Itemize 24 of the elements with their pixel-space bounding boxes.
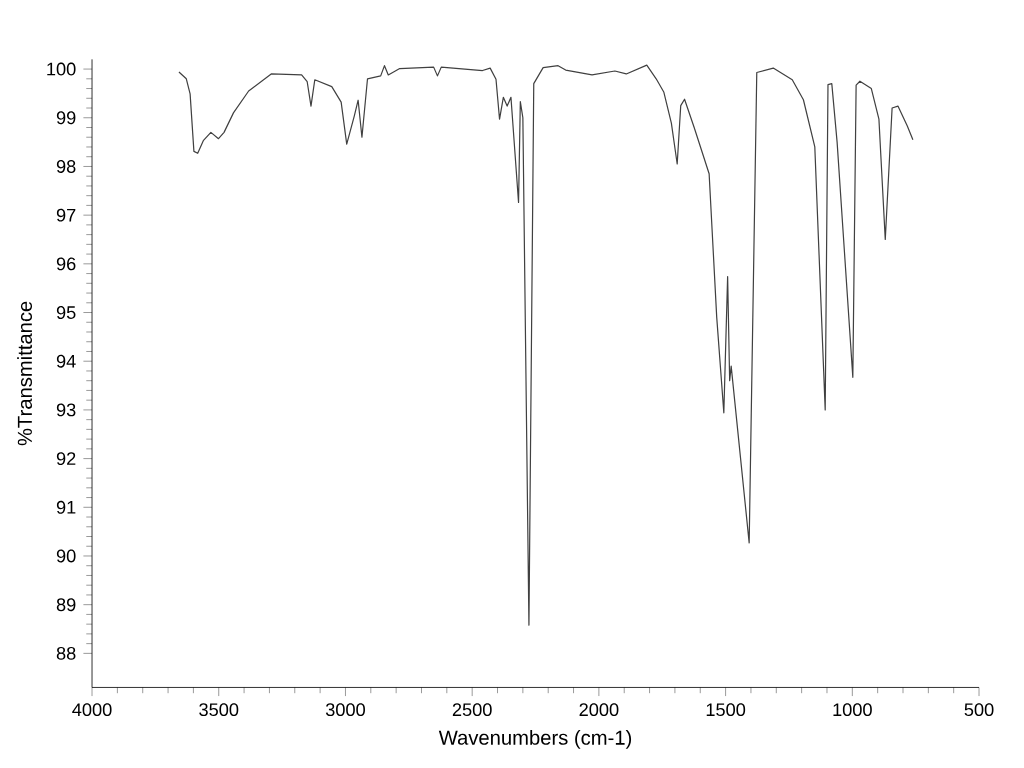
y-tick-label: 100 [47,62,76,76]
x-axis-title: Wavenumbers (cm-1) [438,729,632,749]
y-tick-label: 98 [56,160,76,173]
x-tick-label: 2500 [452,703,492,717]
y-axis-title: %Transmittance [17,301,33,446]
y-tick-label: 93 [56,403,76,417]
line-series [178,64,914,626]
y-tick-label: 97 [56,208,76,222]
x-tick-label: 3500 [199,703,239,717]
y-tick-label: 92 [56,452,76,466]
y-tick-label: 99 [56,111,76,125]
y-tick-label: 95 [56,306,76,319]
y-tick-label: 88 [56,646,76,660]
x-tick-label: 1500 [706,703,746,717]
x-tick-label: 2000 [579,703,619,717]
y-tick-label: 94 [56,354,76,368]
x-tick-label: 500 [964,703,994,717]
x-tick-label: 3000 [325,703,365,717]
y-tick-label: 96 [56,257,76,271]
y-tick-label: 91 [56,500,76,514]
y-tick-label: 90 [56,549,76,563]
x-tick-label: 4000 [72,703,112,717]
x-tick-label: 1000 [833,703,872,717]
y-tick-label: 89 [56,598,76,612]
